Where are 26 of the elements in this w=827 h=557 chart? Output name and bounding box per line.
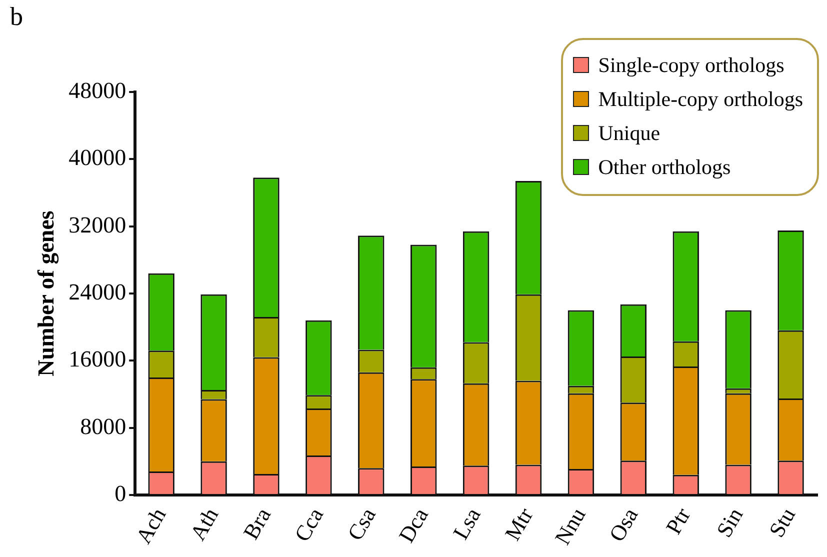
y-tick-label: 40000 — [68, 145, 126, 170]
y-axis-title: Number of genes — [34, 210, 60, 376]
y-tick-label: 8000 — [80, 414, 126, 439]
y-tick-label: 24000 — [68, 280, 126, 305]
legend-label: Single-copy orthologs — [598, 52, 784, 78]
x-tick-label: Nnu — [550, 503, 590, 549]
x-tick-label: Lsa — [448, 503, 486, 544]
y-tick-label: 32000 — [68, 212, 126, 238]
text: b — [10, 2, 23, 32]
x-tick-label: Dca — [394, 503, 434, 547]
x-tick-label: Cca — [289, 503, 328, 546]
x-tick-label: Stu — [764, 503, 800, 542]
x-tick-label: Ath — [184, 503, 224, 545]
legend-label: Multiple-copy orthologs — [598, 86, 803, 112]
legend-label: Other orthologs — [598, 154, 731, 180]
legend-label: Unique — [598, 120, 660, 146]
y-tick-label: 16000 — [68, 346, 126, 372]
x-tick-label: Ptr — [660, 502, 696, 538]
x-tick-label: Sin — [711, 503, 748, 542]
y-tick-label: 48000 — [68, 78, 126, 104]
x-tick-label: Mtr — [500, 502, 538, 545]
x-tick-label: Ach — [130, 503, 171, 548]
x-tick-label: Bra — [238, 503, 276, 544]
x-tick-label: Osa — [604, 503, 643, 546]
y-tick-label: 0 — [114, 481, 126, 506]
x-tick-label: Csa — [342, 503, 381, 545]
